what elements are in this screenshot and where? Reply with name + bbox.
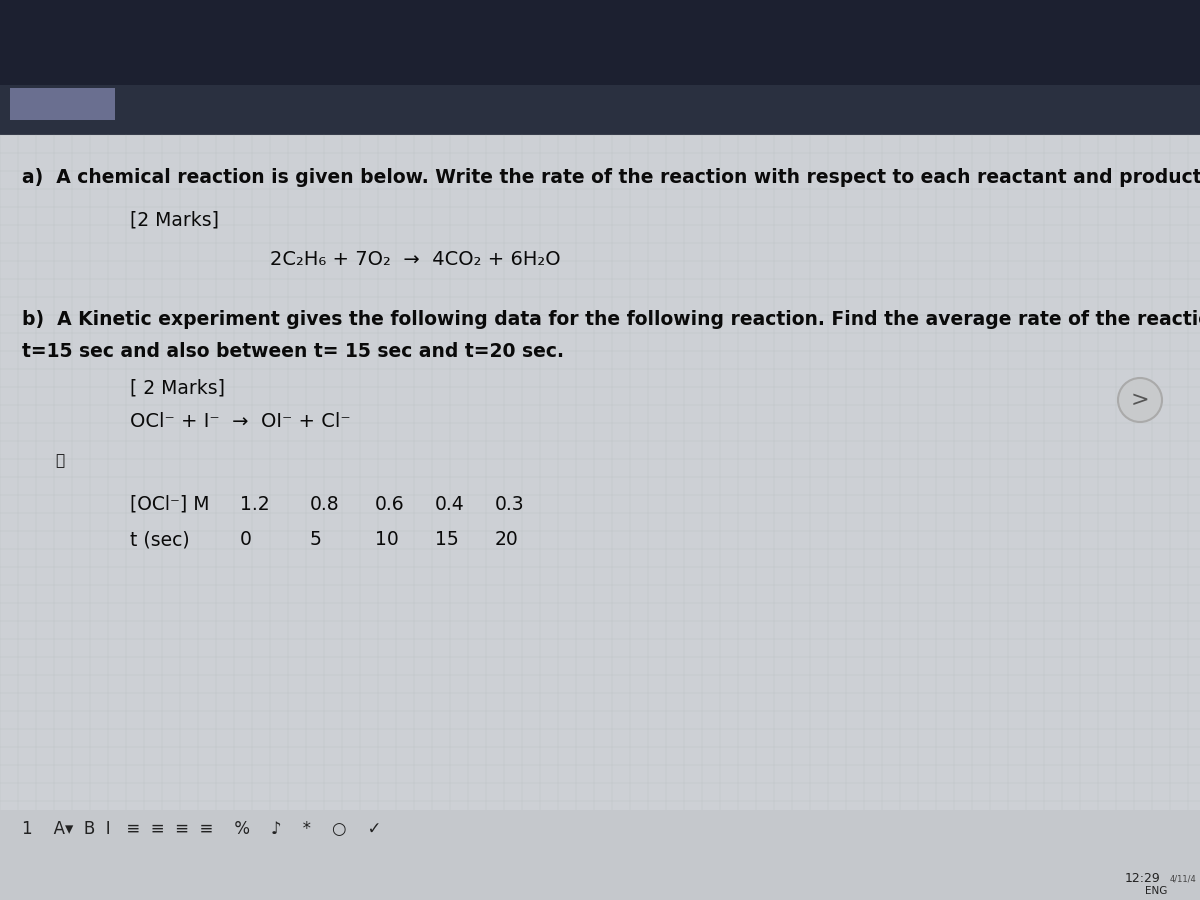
Circle shape — [1118, 378, 1162, 422]
Bar — [0, 870, 1200, 900]
Text: a)  A chemical reaction is given below. Write the rate of the reaction with resp: a) A chemical reaction is given below. W… — [22, 168, 1200, 187]
Text: t (sec): t (sec) — [130, 530, 190, 549]
Text: 15: 15 — [436, 530, 458, 549]
Text: 0.6: 0.6 — [374, 495, 404, 514]
Bar — [0, 0, 1200, 85]
Text: >: > — [1130, 390, 1150, 410]
Text: [OCl⁻] M: [OCl⁻] M — [130, 495, 210, 514]
Text: 5: 5 — [310, 530, 322, 549]
Text: OCl⁻ + I⁻  →  OI⁻ + Cl⁻: OCl⁻ + I⁻ → OI⁻ + Cl⁻ — [130, 412, 350, 431]
Text: [ 2 Marks]: [ 2 Marks] — [130, 378, 226, 397]
Text: 10: 10 — [374, 530, 398, 549]
Text: 1.2: 1.2 — [240, 495, 270, 514]
Text: 20: 20 — [496, 530, 518, 549]
Text: 0: 0 — [240, 530, 252, 549]
Text: b)  A Kinetic experiment gives the following data for the following reaction. Fi: b) A Kinetic experiment gives the follow… — [22, 310, 1200, 329]
Text: 4/11/4: 4/11/4 — [1170, 875, 1196, 884]
Text: 12:29: 12:29 — [1126, 872, 1160, 885]
Text: 0.4: 0.4 — [436, 495, 464, 514]
Text: 2C₂H₆ + 7O₂  →  4CO₂ + 6H₂O: 2C₂H₆ + 7O₂ → 4CO₂ + 6H₂O — [270, 250, 560, 269]
Text: ENG: ENG — [1145, 886, 1168, 896]
Bar — [0, 135, 1200, 810]
Bar — [0, 85, 1200, 135]
Text: 0.3: 0.3 — [496, 495, 524, 514]
Bar — [0, 810, 1200, 870]
Bar — [10, 88, 115, 120]
Text: [2 Marks]: [2 Marks] — [130, 210, 220, 229]
Text: 0.8: 0.8 — [310, 495, 340, 514]
Text: 1    A▾  B  I   ≡  ≡  ≡  ≡    %    ♪    *    ○    ✓: 1 A▾ B I ≡ ≡ ≡ ≡ % ♪ * ○ ✓ — [22, 820, 382, 838]
Text: t=15 sec and also between t= 15 sec and t=20 sec.: t=15 sec and also between t= 15 sec and … — [22, 342, 564, 361]
Text: 🔍: 🔍 — [55, 453, 64, 468]
